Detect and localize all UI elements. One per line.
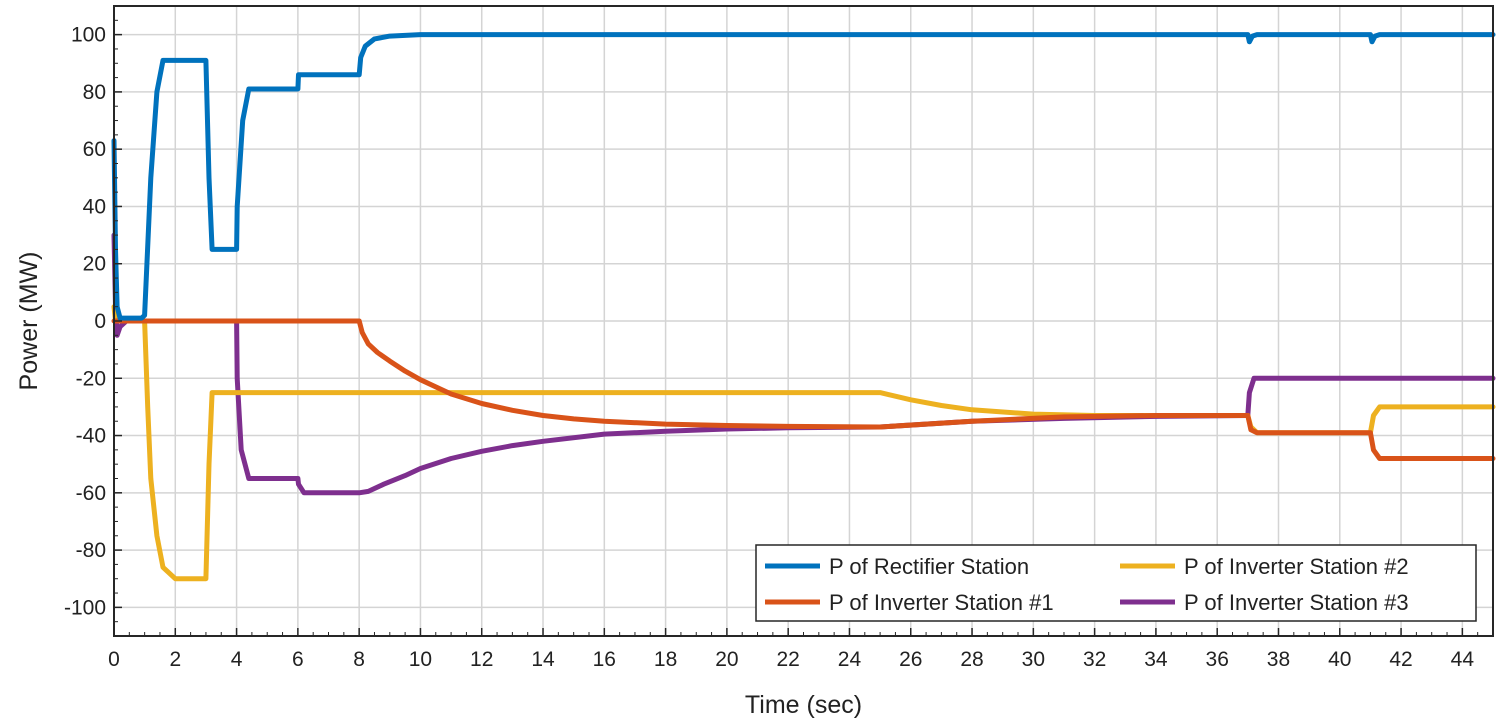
y-tick-label: -20 (76, 367, 106, 390)
legend-entry-rectifier: P of Rectifier Station (829, 554, 1029, 579)
x-tick-label: 28 (960, 648, 983, 671)
y-tick-label: 20 (83, 253, 106, 276)
y-tick-label: 60 (83, 138, 106, 161)
x-tick-label: 18 (654, 648, 677, 671)
x-tick-label: 36 (1206, 648, 1229, 671)
x-tick-label: 12 (470, 648, 493, 671)
x-axis-label: Time (sec) (745, 691, 862, 719)
series-line-0 (111, 32, 1496, 321)
x-tick-label: 2 (169, 648, 181, 671)
legend: P of Rectifier Station P of Inverter Sta… (755, 544, 1477, 622)
y-tick-label: -80 (76, 539, 106, 562)
x-tick-label: 32 (1083, 648, 1106, 671)
y-tick-label: 100 (71, 24, 106, 47)
x-tick-label: 34 (1144, 648, 1168, 671)
grid-lines (113, 6, 1493, 636)
x-tick-label: 42 (1389, 648, 1412, 671)
y-tick-labels: 100 80 60 40 20 0 -20 -40 -60 -80 -100 (64, 24, 106, 620)
x-tick-label: 24 (838, 648, 862, 671)
y-tick-label: 0 (94, 310, 106, 333)
x-tick-label: 10 (409, 648, 432, 671)
series-line-1 (111, 318, 1496, 461)
x-tick-label: 40 (1328, 648, 1351, 671)
axis-ticks (113, 5, 1479, 637)
y-tick-label: -40 (76, 425, 106, 448)
x-tick-label: 0 (108, 648, 120, 671)
x-tick-labels: 0 2 4 6 8 10 12 14 16 18 20 22 24 26 28 30 32 34 36 38 40 42 4… (108, 648, 1474, 671)
y-tick-label: -100 (64, 596, 106, 619)
x-tick-label: 6 (292, 648, 304, 671)
x-tick-label: 44 (1451, 648, 1475, 671)
legend-entry-inverter-3: P of Inverter Station #3 (1184, 590, 1409, 615)
y-axis-label: Power (MW) (15, 252, 43, 391)
legend-entry-inverter-2: P of Inverter Station #2 (1184, 554, 1409, 579)
x-tick-label: 16 (593, 648, 616, 671)
x-tick-label: 4 (231, 648, 243, 671)
x-tick-label: 14 (531, 648, 555, 671)
y-tick-label: 80 (83, 81, 106, 104)
x-tick-label: 26 (899, 648, 922, 671)
x-tick-label: 20 (715, 648, 738, 671)
y-tick-label: -60 (76, 482, 106, 505)
x-tick-label: 30 (1022, 648, 1045, 671)
legend-box (755, 544, 1477, 622)
x-tick-label: 8 (353, 648, 365, 671)
series-lines (111, 32, 1496, 582)
legend-entry-inverter-1: P of Inverter Station #1 (829, 590, 1054, 615)
y-tick-label: 40 (83, 195, 106, 218)
x-tick-label: 22 (776, 648, 799, 671)
x-tick-label: 38 (1267, 648, 1290, 671)
